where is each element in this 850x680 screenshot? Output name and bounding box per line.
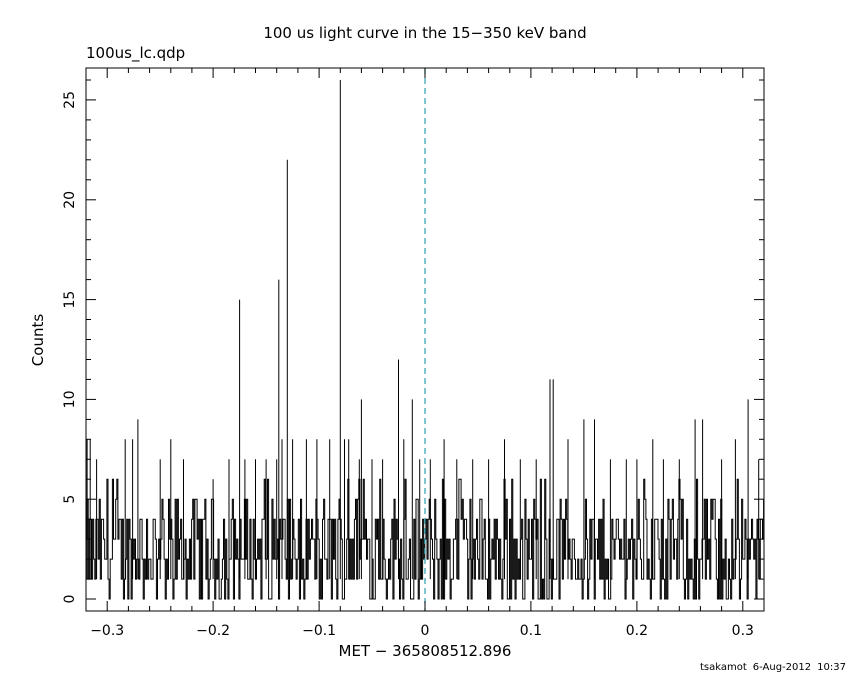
file-label: 100us_lc.qdp (86, 44, 185, 63)
x-axis-label: MET − 365808512.896 (339, 642, 512, 660)
x-tick-label: 0.1 (520, 623, 542, 639)
light-curve-noise (85, 478, 765, 600)
footer-date: 6-Aug-2012 (752, 662, 812, 673)
chart-title: 100 us light curve in the 15−350 keV ban… (263, 24, 586, 42)
footer-stamp: tsakamot 6-Aug-2012 10:37 (700, 662, 850, 673)
x-tick-label: 0.3 (732, 623, 754, 639)
y-tick-label: 15 (62, 291, 78, 309)
x-tick-label: −0.1 (302, 623, 336, 639)
x-tick-label: −0.3 (90, 623, 124, 639)
y-tick-label: 0 (62, 595, 78, 604)
y-axis-label: Counts (29, 314, 47, 367)
data-layer (85, 80, 765, 600)
y-tick-label: 20 (62, 191, 78, 209)
y-tick-label: 10 (62, 390, 78, 408)
y-tick-label: 5 (62, 495, 78, 504)
x-tick-label: 0.2 (626, 623, 648, 639)
x-tick-label: −0.2 (196, 623, 230, 639)
footer-user: tsakamot (700, 662, 747, 673)
footer-time: 10:37 (817, 662, 846, 673)
x-tick-label: 0 (421, 623, 430, 639)
axis-layer: −0.3 −0.2 −0.1 0 0.1 0.2 0.3 0 5 10 15 20 25 (62, 68, 765, 639)
y-tick-label: 25 (62, 91, 78, 109)
